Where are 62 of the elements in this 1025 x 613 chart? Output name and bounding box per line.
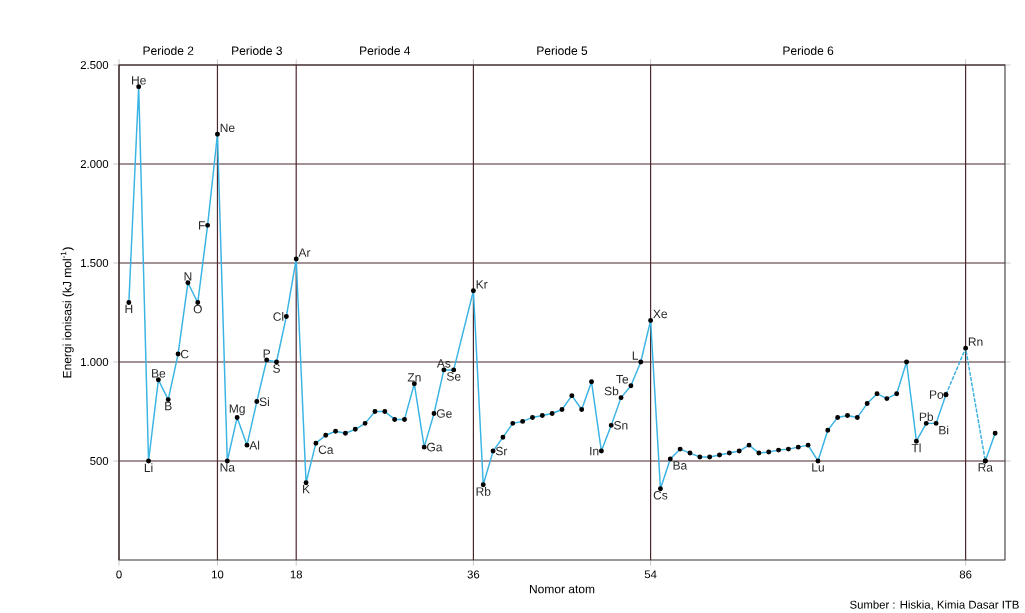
annotation: He bbox=[132, 76, 146, 85]
annotation: Lu bbox=[812, 463, 824, 472]
annotation: Si bbox=[259, 397, 269, 406]
annotation: L bbox=[632, 351, 639, 360]
y-tick-label: 2.000 bbox=[80, 159, 109, 168]
y-tick-label: 1.000 bbox=[81, 357, 109, 366]
y-axis-title: Energi ionisasi (kJ mol$^{-1}$) bbox=[60, 247, 74, 378]
annotation: Ne bbox=[220, 123, 235, 133]
annotation: Se bbox=[446, 372, 461, 381]
annotation: Ge bbox=[436, 409, 452, 418]
annotation: Te bbox=[616, 375, 629, 384]
annotation: F bbox=[198, 221, 205, 230]
x-tick-label: 0 bbox=[116, 570, 122, 579]
annotation: S bbox=[273, 364, 280, 373]
annotation: In bbox=[590, 446, 599, 456]
annotation: Mg bbox=[229, 404, 245, 416]
annotation: P bbox=[263, 349, 271, 358]
annotation: Xe bbox=[653, 309, 668, 319]
annotation: Rn bbox=[968, 337, 983, 346]
text: Periode 6 bbox=[783, 46, 834, 55]
annotation: Cl bbox=[273, 312, 284, 321]
x-tick-label: 10 bbox=[212, 570, 224, 579]
x-tick-label: 18 bbox=[290, 570, 303, 579]
annotation: Sb bbox=[604, 386, 619, 396]
annotation: Al bbox=[249, 440, 260, 450]
annotation: Be bbox=[152, 369, 166, 378]
annotation: Sr bbox=[495, 446, 508, 456]
annotation: K bbox=[303, 485, 310, 494]
annotation: Kr bbox=[476, 280, 488, 289]
annotation: Li bbox=[144, 463, 153, 472]
annotation: Na bbox=[220, 463, 235, 472]
annotation: Ba bbox=[673, 461, 688, 470]
x-tick-label: 36 bbox=[467, 570, 480, 579]
text: Periode 5 bbox=[537, 46, 588, 55]
y-tick-label: 2.500 bbox=[80, 60, 109, 69]
annotation: Rb bbox=[476, 487, 491, 496]
text: Periode 3 bbox=[232, 46, 282, 55]
text: Periode 2 bbox=[143, 46, 194, 55]
x-axis-title: Nomor atom bbox=[529, 584, 595, 594]
x-tick-label: 86 bbox=[959, 570, 972, 579]
x-tick-label: 54 bbox=[644, 570, 657, 579]
text: Sumber : Hiskia, Kimia Dasar ITB bbox=[850, 600, 1019, 611]
annotation: O bbox=[193, 304, 202, 314]
annotation: Sn bbox=[614, 421, 628, 430]
annotation: Ca bbox=[318, 445, 334, 454]
annotation: Zn bbox=[407, 373, 421, 382]
annotation: As bbox=[436, 359, 451, 368]
annotation: Ar bbox=[298, 248, 311, 257]
annotation: Tl bbox=[911, 443, 921, 453]
annotation: B bbox=[165, 401, 172, 411]
text: Periode 4 bbox=[360, 46, 411, 55]
annotation: Ga bbox=[427, 442, 443, 452]
annotation: Bi bbox=[939, 425, 949, 435]
annotation: Ra bbox=[978, 463, 993, 472]
y-tick-label: 500 bbox=[90, 456, 109, 465]
annotation: N bbox=[184, 272, 192, 281]
annotation: Cs bbox=[653, 490, 668, 500]
annotation: C bbox=[180, 349, 189, 359]
annotation: H bbox=[125, 304, 133, 314]
annotation: Pb bbox=[919, 412, 934, 422]
y-tick-label: 1.500 bbox=[81, 258, 109, 267]
annotation: Po bbox=[929, 390, 944, 399]
